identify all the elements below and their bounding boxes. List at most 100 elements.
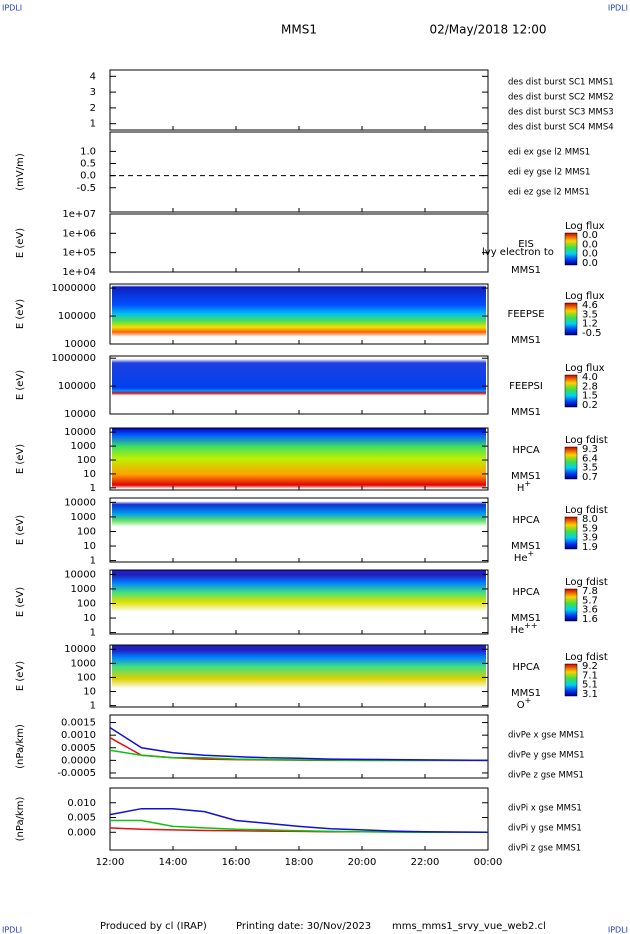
- species: O: [517, 700, 525, 711]
- x-tick-label: 22:00: [411, 857, 440, 868]
- y-tick-label: 100000: [58, 311, 96, 322]
- y-tick-label: 0.000: [67, 827, 96, 838]
- panel: 1000000 100000 10000 E (eV) FEEPSE MMS1 Log fl…: [15, 283, 605, 350]
- colorbar-title: Log flux: [565, 221, 605, 232]
- colorbar: [564, 302, 578, 336]
- colorbar-tick-label: 3.1: [582, 689, 598, 700]
- legend-entry: des dist burst SC1 MMS1: [508, 78, 614, 88]
- y-tick-label: 4: [90, 71, 96, 82]
- spectrogram: [112, 356, 486, 414]
- species: He: [510, 625, 524, 636]
- y-axis-label: E (eV): [15, 444, 26, 474]
- legend-entry: des dist burst SC2 MMS2: [508, 93, 614, 103]
- charge: +: [527, 549, 534, 558]
- panel: 1000000 100000 10000 E (eV) FEEPSI MMS1 Log fl…: [15, 353, 605, 420]
- y-tick-label: 1000: [71, 512, 96, 523]
- y-tick-label: 0.0005: [61, 743, 96, 754]
- legend-entry: divPi x gse MMS1: [508, 804, 582, 814]
- overlay-label: lvy electron to: [482, 247, 554, 258]
- instrument-label: HPCA: [512, 587, 540, 598]
- colorbar: [564, 446, 578, 480]
- panel-frame: [109, 69, 489, 131]
- colorbar-tick-label: 1.5: [582, 391, 598, 402]
- y-tick-label: 3: [90, 87, 96, 98]
- species: H: [517, 483, 525, 494]
- y-tick-label: 1: [90, 556, 96, 567]
- y-tick-label: -0.0005: [57, 768, 96, 779]
- x-tick-label: 16:00: [222, 857, 251, 868]
- colorbar-title: Log flux: [565, 291, 605, 302]
- legend-entry: edi ey gse l2 MMS1: [508, 168, 590, 178]
- colorbar-tick-label: 5.7: [582, 595, 598, 606]
- date: 02/May/2018 12:00: [429, 23, 546, 37]
- y-tick-label: 10000: [64, 644, 96, 655]
- y-tick-label: 0.010: [67, 798, 96, 809]
- legend-entry: des dist burst SC4 MMS4: [508, 123, 614, 133]
- y-tick-label: 1000: [71, 658, 96, 669]
- colorbar-tick-label: 2.8: [582, 381, 598, 392]
- colorbar: [564, 232, 578, 266]
- instrument-label: MMS1: [511, 471, 541, 482]
- colorbar-tick-label: 6.4: [582, 453, 598, 464]
- colorbar-title: Log fdist: [565, 652, 608, 663]
- colorbar-tick-label: 3.9: [582, 533, 598, 544]
- colorbar-tick-label: 0.0: [582, 230, 598, 241]
- colorbar: [564, 516, 578, 550]
- colorbar-tick-label: 0.0: [582, 239, 598, 250]
- species-label: He+: [514, 549, 534, 565]
- colorbar-tick-label: 3.6: [582, 605, 598, 616]
- colorbar-tick-label: 7.1: [582, 670, 598, 681]
- y-tick-label: 1000: [71, 584, 96, 595]
- corner-label: IPDLI: [608, 926, 628, 934]
- y-tick-label: 10: [83, 469, 96, 480]
- spectrogram: [112, 284, 486, 344]
- panel: 0.010 0.005 0.000 12:00 14:00 16:00 18:00 20:00…: [15, 787, 582, 868]
- y-tick-label: 0.0015: [61, 718, 96, 729]
- y-tick-label: 100: [77, 672, 96, 683]
- colorbar: [564, 374, 578, 408]
- panel: 1e+07 1e+06 1e+05 1e+04 E (eV) EIS MMS1 lvy ele…: [15, 209, 605, 278]
- panel-frame: [109, 213, 489, 273]
- colorbar: [564, 588, 578, 622]
- x-tick-label: 00:00: [474, 857, 503, 868]
- instrument-label: MMS1: [511, 335, 541, 346]
- colorbar-tick-label: 9.2: [582, 661, 598, 672]
- legend-entry: divPe y gse MMS1: [508, 751, 585, 761]
- x-tick-label: 14:00: [159, 857, 188, 868]
- species: He: [514, 553, 528, 564]
- colorbar-title: Log fdist: [565, 577, 608, 588]
- spectrogram: [112, 645, 486, 707]
- colorbar-tick-label: 8.0: [582, 514, 598, 525]
- corner-label: IPDLI: [608, 4, 628, 13]
- y-tick-label: 1000000: [51, 283, 96, 294]
- y-axis-label: (nPa/km): [15, 724, 26, 769]
- y-tick-label: 1: [90, 483, 96, 494]
- instrument-label: FEEPSI: [509, 381, 543, 392]
- instrument-label: EIS: [518, 239, 534, 250]
- y-tick-label: 1: [90, 628, 96, 639]
- y-tick-label: 10: [83, 687, 96, 698]
- colorbar-tick-label: 0.7: [582, 472, 598, 483]
- y-tick-label: 1e+04: [62, 267, 96, 278]
- colorbar: [564, 663, 578, 697]
- y-tick-label: 10: [83, 613, 96, 624]
- panel-frame: [109, 787, 489, 851]
- colorbar-tick-label: -0.5: [582, 328, 602, 339]
- colorbar-tick-label: 0.2: [582, 400, 598, 411]
- y-tick-label: 10: [83, 541, 96, 552]
- series-line: [109, 807, 489, 834]
- y-tick-label: 10000: [64, 409, 96, 420]
- y-tick-label: 100: [77, 455, 96, 466]
- y-axis-label: (nPa/km): [15, 797, 26, 842]
- colorbar-tick-label: 3.5: [582, 463, 598, 474]
- y-tick-label: 0.0010: [61, 730, 96, 741]
- x-tick-label: 12:00: [96, 857, 125, 868]
- corner-label: IPDLI: [2, 926, 22, 934]
- instrument-label: FEEPSE: [507, 309, 544, 320]
